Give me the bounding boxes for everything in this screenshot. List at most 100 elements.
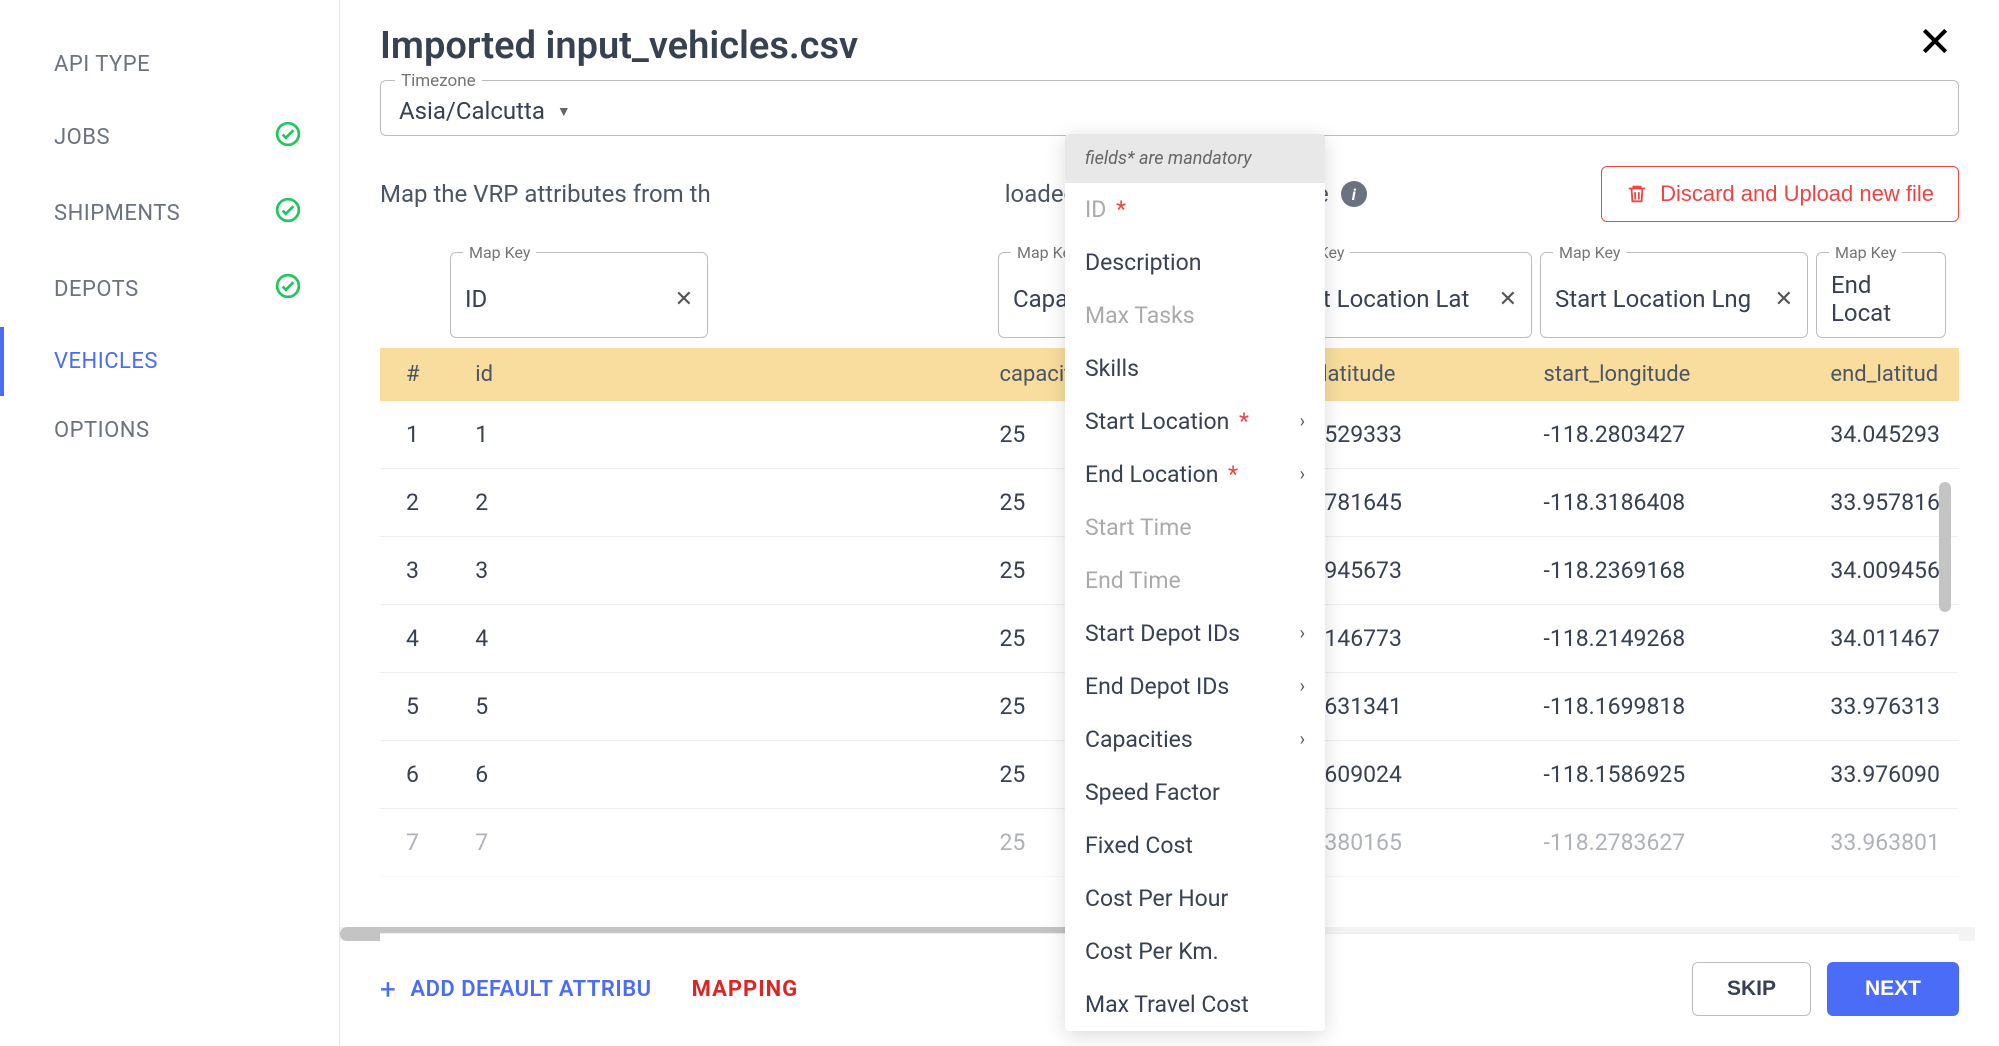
table-cell: 3 bbox=[406, 557, 475, 584]
table-cell: 4 bbox=[406, 625, 475, 652]
dropdown-header: fields* are mandatory bbox=[1065, 134, 1325, 183]
table-cell: -118.2369168 bbox=[1544, 557, 1831, 584]
table-column-header: id bbox=[475, 362, 999, 387]
table-cell: -118.1586925 bbox=[1544, 761, 1831, 788]
mapkey-value: ID bbox=[465, 285, 487, 313]
table-cell: 1 bbox=[475, 421, 999, 448]
sidebar-item-vehicles[interactable]: VEHICLES bbox=[0, 327, 339, 396]
sidebar: API TYPE JOBS SHIPMENTS DEPOTS VEHICLES OPTIO… bbox=[0, 0, 340, 1046]
timezone-value: Asia/Calcutta ▼ bbox=[399, 97, 1940, 125]
check-circle-icon bbox=[275, 121, 301, 147]
dropdown-item[interactable]: End Location *› bbox=[1065, 448, 1325, 501]
table-cell: 4 bbox=[475, 625, 999, 652]
mapkey-select[interactable]: Map KeyID✕ bbox=[450, 252, 708, 338]
table-cell: -118.2783627 bbox=[1544, 829, 1831, 856]
table-cell: 33.963801 bbox=[1830, 829, 1959, 856]
table-cell: 6 bbox=[406, 761, 475, 788]
table-cell: 33.976313 bbox=[1830, 693, 1959, 720]
check-circle-icon bbox=[275, 273, 301, 299]
sidebar-item-api-type[interactable]: API TYPE bbox=[0, 30, 339, 99]
mapkey-value: Start Location Lng bbox=[1555, 285, 1751, 313]
chevron-right-icon: › bbox=[1300, 729, 1305, 750]
table-cell: 3 bbox=[475, 557, 999, 584]
vertical-scrollbar[interactable] bbox=[1939, 482, 1951, 612]
footer-left: + ADD DEFAULT ATTRIBU MAPPING bbox=[380, 973, 798, 1006]
table-cell: 2 bbox=[406, 489, 475, 516]
chevron-right-icon: › bbox=[1300, 464, 1305, 485]
mapkey-label: Map Key bbox=[1553, 243, 1626, 262]
title-row: Imported input_vehicles.csv bbox=[380, 24, 1959, 80]
table-cell: 33.976090 bbox=[1830, 761, 1959, 788]
dropdown-item[interactable]: End Depot IDs› bbox=[1065, 660, 1325, 713]
table-cell: 7 bbox=[406, 829, 475, 856]
table-column-header: end_latitud bbox=[1830, 362, 1959, 387]
mapkey-label: Map Key bbox=[1829, 243, 1902, 262]
page-title: Imported input_vehicles.csv bbox=[380, 24, 858, 68]
dropdown-item[interactable]: Capacities› bbox=[1065, 713, 1325, 766]
dropdown-item[interactable]: Speed Factor bbox=[1065, 766, 1325, 819]
dropdown-item[interactable]: Start Depot IDs› bbox=[1065, 607, 1325, 660]
mapkey-value: End Locat bbox=[1831, 271, 1931, 327]
table-column-header: # bbox=[406, 362, 475, 387]
trash-icon bbox=[1626, 183, 1648, 205]
close-button[interactable] bbox=[1911, 24, 1959, 64]
sidebar-item-label: VEHICLES bbox=[54, 349, 158, 374]
mapkey-select[interactable]: Map KeyEnd Locat bbox=[1816, 252, 1946, 338]
table-cell: 6 bbox=[475, 761, 999, 788]
table-cell: 34.045293 bbox=[1830, 421, 1959, 448]
plus-icon: + bbox=[380, 973, 396, 1006]
dropdown-item[interactable]: Max Travel Cost bbox=[1065, 978, 1325, 1031]
table-cell: -118.1699818 bbox=[1544, 693, 1831, 720]
table-cell: 2 bbox=[475, 489, 999, 516]
chevron-right-icon: › bbox=[1300, 623, 1305, 644]
timezone-label: Timezone bbox=[395, 71, 482, 91]
mapping-label: MAPPING bbox=[692, 977, 799, 1002]
dropdown-item[interactable]: Start Time bbox=[1065, 501, 1325, 554]
chevron-right-icon: › bbox=[1300, 411, 1305, 432]
mapkey-label: Map Key bbox=[463, 243, 536, 262]
dropdown-item[interactable]: Max Tasks bbox=[1065, 289, 1325, 342]
sidebar-item-options[interactable]: OPTIONS bbox=[0, 396, 339, 465]
dropdown-item[interactable]: Skills bbox=[1065, 342, 1325, 395]
sidebar-item-label: OPTIONS bbox=[54, 418, 150, 443]
add-default-attribute-button[interactable]: + ADD DEFAULT ATTRIBU bbox=[380, 973, 652, 1006]
clear-icon[interactable]: ✕ bbox=[1499, 287, 1517, 312]
main-panel: Imported input_vehicles.csv Timezone Asi… bbox=[340, 0, 1999, 1046]
footer-right: SKIP NEXT bbox=[1692, 962, 1959, 1016]
info-icon[interactable]: i bbox=[1341, 181, 1367, 207]
close-icon bbox=[1919, 25, 1951, 57]
table-cell: -118.2149268 bbox=[1544, 625, 1831, 652]
attribute-dropdown: fields* are mandatory ID *DescriptionMax… bbox=[1065, 134, 1325, 1031]
dropdown-item[interactable]: Cost Per Hour bbox=[1065, 872, 1325, 925]
table-cell: 7 bbox=[475, 829, 999, 856]
caret-down-icon: ▼ bbox=[557, 103, 571, 120]
table-cell: -118.2803427 bbox=[1544, 421, 1831, 448]
dropdown-item[interactable]: End Time bbox=[1065, 554, 1325, 607]
timezone-select[interactable]: Timezone Asia/Calcutta ▼ bbox=[380, 80, 1959, 136]
sidebar-item-jobs[interactable]: JOBS bbox=[0, 99, 339, 175]
table-cell: 5 bbox=[406, 693, 475, 720]
sidebar-item-label: SHIPMENTS bbox=[54, 201, 180, 226]
sidebar-item-label: API TYPE bbox=[54, 52, 150, 77]
clear-icon[interactable]: ✕ bbox=[1775, 287, 1793, 312]
sidebar-item-label: DEPOTS bbox=[54, 277, 139, 302]
check-circle-icon bbox=[275, 197, 301, 223]
dropdown-item[interactable]: Cost Per Km. bbox=[1065, 925, 1325, 978]
mapkey-select[interactable]: Map KeyStart Location Lng✕ bbox=[1540, 252, 1808, 338]
dropdown-item[interactable]: Start Location *› bbox=[1065, 395, 1325, 448]
table-cell: 34.011467 bbox=[1830, 625, 1959, 652]
dropdown-item[interactable]: ID * bbox=[1065, 183, 1325, 236]
next-button[interactable]: NEXT bbox=[1827, 962, 1959, 1016]
skip-button[interactable]: SKIP bbox=[1692, 962, 1811, 1016]
dropdown-item[interactable]: Description bbox=[1065, 236, 1325, 289]
dropdown-item[interactable]: Fixed Cost bbox=[1065, 819, 1325, 872]
table-column-header: start_longitude bbox=[1544, 362, 1831, 387]
sidebar-item-depots[interactable]: DEPOTS bbox=[0, 251, 339, 327]
discard-upload-button[interactable]: Discard and Upload new file bbox=[1601, 166, 1959, 222]
sidebar-item-shipments[interactable]: SHIPMENTS bbox=[0, 175, 339, 251]
chevron-right-icon: › bbox=[1300, 676, 1305, 697]
table-cell: 1 bbox=[406, 421, 475, 448]
table-cell: 5 bbox=[475, 693, 999, 720]
clear-icon[interactable]: ✕ bbox=[675, 287, 693, 312]
app-root: API TYPE JOBS SHIPMENTS DEPOTS VEHICLES OPTIO… bbox=[0, 0, 1999, 1046]
